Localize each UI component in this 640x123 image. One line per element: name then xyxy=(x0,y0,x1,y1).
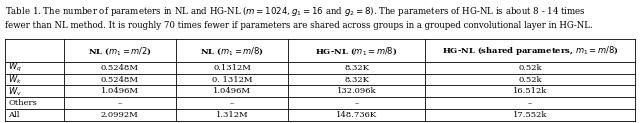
Text: –: – xyxy=(355,99,359,107)
Text: NL ($m_1 = m/2$): NL ($m_1 = m/2$) xyxy=(88,45,152,57)
Text: 8.32K: 8.32K xyxy=(344,76,369,84)
Text: Table 1. The number of parameters in NL and HG-NL ($m = 1024, g_1 = 16$ and $g_2: Table 1. The number of parameters in NL … xyxy=(5,4,586,18)
Text: All: All xyxy=(8,111,20,119)
Text: 0.5248M: 0.5248M xyxy=(101,76,139,84)
Text: 16.512k: 16.512k xyxy=(513,87,547,95)
Text: HG-NL (shared parameters, $m_1 = m/8$): HG-NL (shared parameters, $m_1 = m/8$) xyxy=(442,44,618,57)
Text: 8.32K: 8.32K xyxy=(344,64,369,72)
Text: HG-NL ($m_1 = m/8$): HG-NL ($m_1 = m/8$) xyxy=(316,45,398,57)
Text: fewer than NL method. It is roughly 70 times fewer if parameters are shared acro: fewer than NL method. It is roughly 70 t… xyxy=(5,21,593,30)
Text: $W_q$: $W_q$ xyxy=(8,61,22,74)
Text: 0.52k: 0.52k xyxy=(518,64,541,72)
Text: 0. 1312M: 0. 1312M xyxy=(212,76,252,84)
Text: 1.0496M: 1.0496M xyxy=(213,87,251,95)
Text: –: – xyxy=(118,99,122,107)
Text: 17.552k: 17.552k xyxy=(513,111,547,119)
Text: –: – xyxy=(528,99,532,107)
Text: 2.0992M: 2.0992M xyxy=(101,111,139,119)
Text: Others: Others xyxy=(8,99,37,107)
Text: NL ($m_1 = m/8$): NL ($m_1 = m/8$) xyxy=(200,45,264,57)
Text: 1.312M: 1.312M xyxy=(216,111,248,119)
Text: 0.1312M: 0.1312M xyxy=(213,64,251,72)
Text: 132.096k: 132.096k xyxy=(337,87,376,95)
Text: –: – xyxy=(230,99,234,107)
Text: 148.736K: 148.736K xyxy=(336,111,377,119)
Text: $W_v$: $W_v$ xyxy=(8,85,22,98)
Text: 1.0496M: 1.0496M xyxy=(101,87,139,95)
Text: 0.5248M: 0.5248M xyxy=(101,64,139,72)
Text: $W_k$: $W_k$ xyxy=(8,73,22,86)
Text: 0.52k: 0.52k xyxy=(518,76,541,84)
